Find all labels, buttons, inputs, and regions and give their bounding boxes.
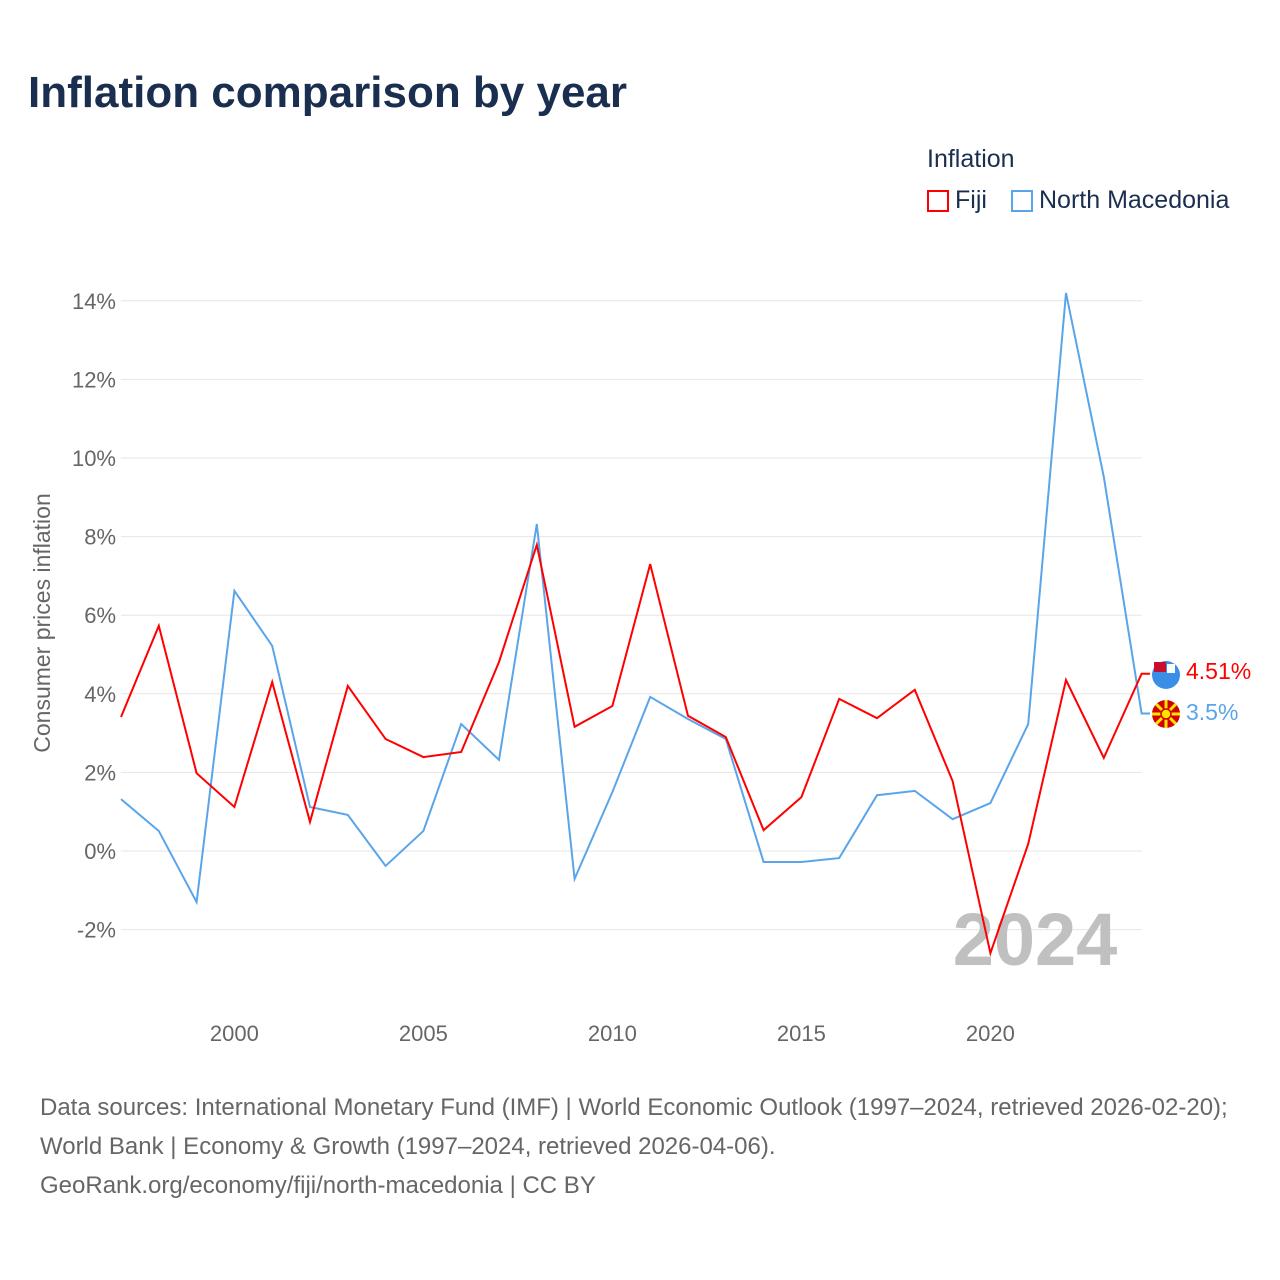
legend-item-north-macedonia[interactable]: North Macedonia <box>1011 186 1229 215</box>
end-value-label: 3.5% <box>1186 699 1238 725</box>
legend-swatch <box>1011 189 1033 212</box>
y-tick-label: 4% <box>84 682 116 707</box>
end-value-label: 4.51% <box>1186 658 1251 684</box>
fiji-flag-icon <box>1152 661 1180 689</box>
x-tick-label: 2010 <box>588 1021 637 1046</box>
y-tick-label: 2% <box>84 760 116 785</box>
y-tick-label: 10% <box>72 446 116 471</box>
footer-attribution: GeoRank.org/economy/fiji/north-macedonia… <box>40 1172 596 1199</box>
footer: Data sources: International Monetary Fun… <box>40 1088 1250 1205</box>
year-watermark: 2024 <box>953 898 1118 981</box>
legend-label: Fiji <box>955 186 987 214</box>
series-line-north-macedonia <box>120 292 1150 906</box>
y-tick-label: 6% <box>84 603 116 628</box>
x-tick-label: 2015 <box>777 1021 826 1046</box>
y-tick-label: -2% <box>77 918 116 943</box>
legend-title: Inflation <box>927 145 1015 173</box>
legend-swatch <box>927 189 949 212</box>
y-axis-label: Consumer prices inflation <box>29 493 55 753</box>
legend-item-fiji[interactable]: Fiji <box>927 186 987 215</box>
x-tick-label: 2020 <box>966 1021 1015 1046</box>
footer-sources: Data sources: International Monetary Fun… <box>40 1094 1228 1160</box>
chart-title: Inflation comparison by year <box>28 68 628 117</box>
x-tick-label: 2000 <box>210 1021 259 1046</box>
y-tick-label: 14% <box>72 289 116 314</box>
y-tick-label: 8% <box>84 525 116 550</box>
north-macedonia-flag-icon <box>1152 700 1180 728</box>
series-line-fiji <box>120 540 1150 957</box>
x-tick-label: 2005 <box>399 1021 448 1046</box>
y-tick-label: 12% <box>72 367 116 392</box>
legend-label: North Macedonia <box>1039 186 1230 214</box>
y-tick-label: 0% <box>84 839 116 864</box>
